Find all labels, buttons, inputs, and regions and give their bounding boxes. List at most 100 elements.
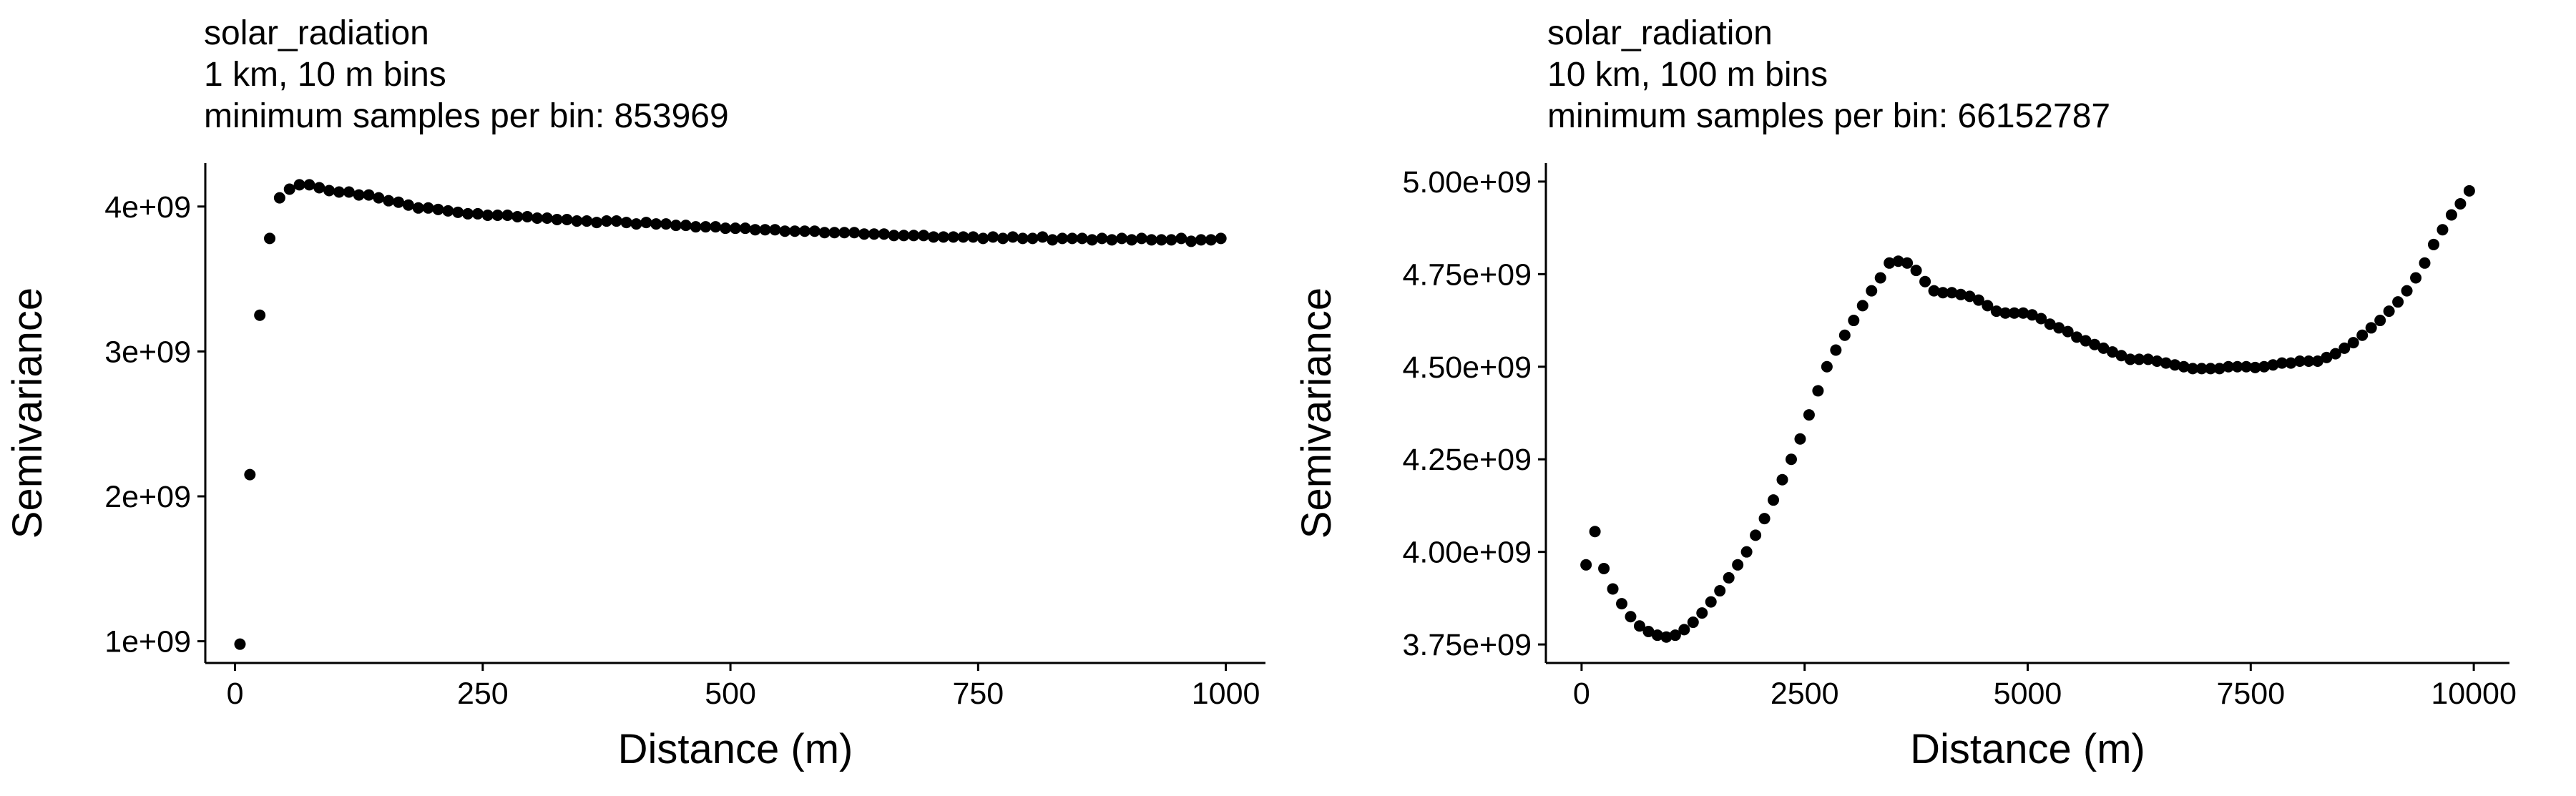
data-point [680, 220, 692, 232]
data-point [660, 218, 672, 230]
data-point [2160, 357, 2172, 369]
data-point [779, 225, 791, 237]
data-point [2223, 360, 2235, 373]
data-point [1830, 344, 1842, 356]
data-point [908, 230, 920, 242]
data-point [1874, 272, 1886, 284]
data-point [2062, 325, 2074, 338]
data-point [442, 205, 454, 217]
data-point [1937, 287, 1949, 299]
x-axis-title: Distance (m) [1910, 726, 2145, 772]
data-point [1580, 559, 1592, 571]
data-point [1901, 257, 1914, 269]
y-tick-label: 4.50e+09 [1402, 350, 1532, 385]
data-point [363, 189, 375, 201]
data-point [1047, 234, 1059, 246]
data-point [452, 206, 464, 218]
data-point [1116, 232, 1128, 245]
data-point [1732, 559, 1744, 571]
data-point [977, 232, 989, 245]
data-point [303, 179, 315, 191]
data-point [1740, 546, 1753, 558]
data-point [1892, 255, 1904, 267]
data-point [422, 202, 434, 214]
data-point [462, 207, 474, 220]
data-point [1928, 285, 1940, 297]
data-point [2276, 357, 2288, 369]
x-tick-label: 1000 [1192, 677, 1260, 711]
y-tick-label: 5.00e+09 [1402, 165, 1532, 200]
data-point [1714, 585, 1726, 597]
data-point [2169, 359, 2181, 371]
data-point [858, 228, 871, 240]
data-point [244, 468, 256, 481]
data-point [2303, 355, 2315, 368]
data-point [1185, 235, 1198, 247]
data-point [481, 209, 494, 221]
data-point [2106, 346, 2118, 358]
data-point [888, 230, 900, 242]
data-point [1195, 234, 1207, 246]
data-point [730, 222, 741, 235]
data-point [531, 212, 543, 224]
data-point [234, 638, 246, 650]
data-point [2008, 307, 2020, 319]
data-point [1076, 232, 1088, 245]
data-point [2053, 322, 2065, 334]
data-point [808, 225, 821, 237]
data-point [1616, 598, 1628, 610]
data-point [710, 221, 722, 233]
chart-title-block: solar_radiation 1 km, 10 m bins minimum … [204, 13, 729, 137]
y-axis-title: Semivariance [4, 288, 51, 539]
data-point [2365, 322, 2377, 334]
data-point [293, 179, 305, 191]
data-point [1633, 620, 1645, 632]
data-point [1687, 616, 1699, 629]
data-point [1007, 231, 1019, 243]
data-point [521, 210, 534, 222]
data-point [1750, 529, 1762, 541]
data-point [2463, 185, 2475, 197]
chart-title: solar_radiation [1547, 14, 1773, 52]
data-point [2115, 350, 2127, 362]
data-point [898, 230, 910, 242]
data-point [2142, 353, 2154, 365]
x-tick-label: 0 [1573, 677, 1590, 711]
data-point [690, 221, 702, 233]
scatter-plot-right: 3.75e+09 4.00e+09 4.25e+09 4.50e+09 4.75e+09… [1293, 163, 2517, 772]
data-point [798, 225, 810, 237]
data-point [501, 209, 514, 221]
data-point [759, 224, 771, 236]
data-point [2151, 355, 2163, 368]
data-point [412, 202, 424, 214]
data-point [333, 186, 345, 198]
data-point [2392, 296, 2404, 308]
data-point [1768, 494, 1780, 506]
data-point [1999, 307, 2012, 319]
data-point [2124, 353, 2136, 365]
data-point [700, 221, 712, 233]
chart-subtitle-line-2: minimum samples per bin: 66152787 [1547, 97, 2111, 135]
data-point [283, 183, 295, 195]
data-point [1607, 583, 1619, 595]
data-point [1106, 234, 1118, 246]
chart-subtitle-line-2: minimum samples per bin: 853969 [204, 97, 729, 135]
data-point [254, 309, 266, 321]
data-point [1660, 631, 1673, 643]
data-point [2133, 353, 2145, 365]
data-point [2017, 307, 2029, 319]
y-tick-label: 4.00e+09 [1402, 536, 1532, 570]
data-point [1027, 232, 1039, 245]
data-point [343, 186, 355, 198]
data-point [2195, 363, 2208, 375]
data-point [491, 209, 504, 221]
data-point [2311, 355, 2323, 368]
data-point [1856, 300, 1869, 312]
scatter-plot-left: 1e+09 2e+09 3e+09 4e+09 0 250 500 750 1000 Distan… [4, 163, 1265, 772]
y-tick-label: 4.25e+09 [1402, 443, 1532, 477]
data-point [1964, 290, 1976, 303]
data-point [1589, 526, 1601, 538]
data-point [2339, 342, 2351, 354]
data-point [1705, 596, 1717, 608]
data-point [2089, 338, 2101, 350]
